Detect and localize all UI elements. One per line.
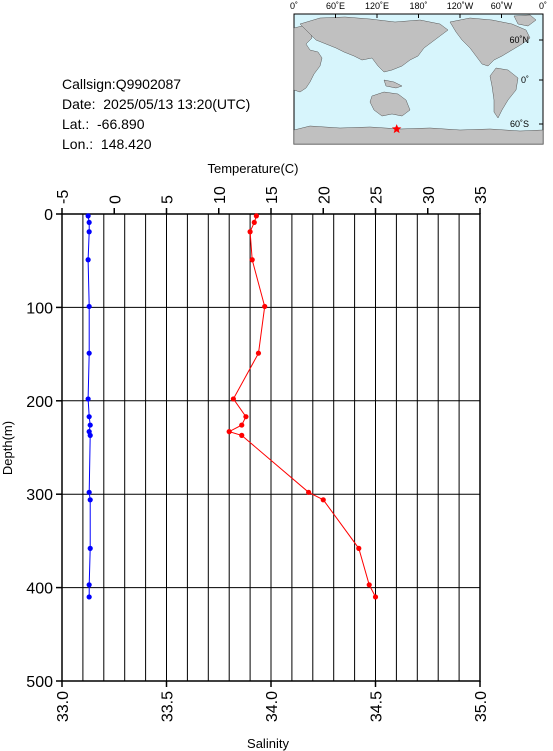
temperature-axis: -5 0 5 10 15 20 25 30 35 bbox=[55, 186, 490, 214]
salinity-tick-label: 34.0 bbox=[264, 691, 281, 722]
salinity-data-point bbox=[247, 229, 253, 235]
temperature-tick-label: -5 bbox=[55, 190, 72, 204]
salinity-data-point bbox=[239, 432, 245, 438]
map-land bbox=[293, 14, 544, 145]
map-longitude-label: 60˚E bbox=[326, 1, 345, 11]
temperature-data-point bbox=[86, 414, 92, 420]
temperature-axis-title: Temperature(C) bbox=[207, 161, 298, 176]
map-longitude-label: 120˚E bbox=[365, 1, 389, 11]
map-right-ticks: 60˚N 0˚ 60˚S bbox=[509, 35, 543, 129]
salinity-data-point bbox=[262, 303, 268, 310]
map-latitude-label: 60˚N bbox=[509, 35, 529, 45]
temperature-data-point bbox=[85, 396, 91, 402]
salinity-tick-label: 33.0 bbox=[55, 691, 72, 722]
salinity-tick-label: 35.0 bbox=[473, 691, 490, 722]
temperature-tick-label: 5 bbox=[160, 195, 177, 204]
map-frame: 0˚ 60˚E 120˚E 180˚ 120˚W 60˚W 0˚ 60˚N 0˚ 60˚S bbox=[290, 1, 547, 145]
salinity-data-point bbox=[251, 219, 257, 226]
salinity-tick-label: 34.5 bbox=[369, 691, 386, 722]
temperature-data-point bbox=[87, 422, 93, 428]
temperature-data-point bbox=[86, 219, 92, 226]
temperature-data-point bbox=[86, 594, 92, 600]
map-longitude-label: 60˚W bbox=[491, 1, 513, 11]
map-marker-layer bbox=[391, 124, 402, 134]
depth-tick-label: 200 bbox=[26, 394, 53, 411]
temperature-tick-label: 30 bbox=[421, 186, 438, 204]
salinity-data-point bbox=[372, 594, 379, 600]
temperature-data-point bbox=[87, 545, 93, 551]
depth-tick-label: 100 bbox=[26, 300, 53, 317]
temperature-tick-label: 35 bbox=[473, 186, 490, 204]
temperature-data-point bbox=[86, 303, 92, 310]
salinity-data-point bbox=[226, 429, 232, 435]
temperature-data-point bbox=[86, 229, 92, 235]
depth-tick-label: 500 bbox=[26, 674, 53, 691]
land-australia bbox=[369, 91, 411, 117]
map-longitude-label: 0˚ bbox=[290, 1, 298, 11]
temperature-data-point bbox=[86, 582, 92, 588]
map-top-ticks: 0˚ 60˚E 120˚E 180˚ 120˚W 60˚W 0˚ bbox=[290, 1, 547, 18]
profile-chart: -5 0 5 10 15 20 25 30 35 33.0 33.5 34.0 34.5 35.0 01… bbox=[0, 161, 490, 751]
temperature-data-point bbox=[86, 350, 92, 356]
salinity-data-point bbox=[306, 489, 312, 495]
salinity-data-point bbox=[249, 257, 255, 263]
temperature-data-point bbox=[85, 213, 91, 219]
map-longitude-label: 180˚ bbox=[409, 1, 427, 11]
temperature-data-point bbox=[87, 432, 93, 438]
land-south-america bbox=[489, 67, 519, 119]
land-antarctica bbox=[293, 125, 544, 145]
map-latitude-label: 0˚ bbox=[521, 75, 529, 85]
temperature-tick-label: 25 bbox=[369, 186, 386, 204]
temperature-data-point bbox=[85, 257, 91, 263]
callsign-text: Callsign:Q9902087 bbox=[62, 76, 182, 92]
salinity-axis: 33.0 33.5 34.0 34.5 35.0 bbox=[55, 681, 490, 722]
salinity-data-point bbox=[239, 422, 245, 428]
series-layer bbox=[85, 213, 379, 600]
temperature-series-line bbox=[87, 215, 91, 597]
land-greenland bbox=[513, 14, 537, 27]
depth-tick-label: 0 bbox=[44, 207, 53, 224]
latitude-text: Lat.: -66.890 bbox=[62, 116, 145, 132]
land-eurasia bbox=[299, 16, 449, 73]
salinity-axis-title: Salinity bbox=[247, 736, 289, 751]
temperature-tick-label: 15 bbox=[264, 186, 281, 204]
salinity-data-point bbox=[243, 414, 249, 420]
map-longitude-label: 0˚ bbox=[539, 1, 547, 11]
depth-axis-title: Depth(m) bbox=[0, 421, 15, 475]
depth-tick-label: 300 bbox=[26, 487, 53, 504]
temperature-tick-label: 20 bbox=[316, 186, 333, 204]
salinity-data-point bbox=[255, 350, 262, 356]
land-north-america bbox=[449, 17, 531, 67]
station-info: Callsign:Q9902087 Date: 2025/05/13 13:20… bbox=[62, 74, 250, 154]
land-indonesia bbox=[383, 79, 403, 89]
depth-tick-label: 400 bbox=[26, 581, 53, 598]
salinity-data-point bbox=[366, 582, 372, 588]
longitude-text: Lon.: 148.420 bbox=[62, 136, 152, 152]
salinity-data-point bbox=[320, 497, 326, 503]
temperature-tick-label: 0 bbox=[107, 195, 124, 204]
map-latitude-label: 60˚S bbox=[510, 119, 529, 129]
temperature-data-point bbox=[86, 489, 92, 495]
map-longitude-label: 120˚W bbox=[447, 1, 474, 11]
salinity-data-point bbox=[253, 213, 259, 219]
salinity-data-point bbox=[356, 545, 362, 551]
temperature-tick-label: 10 bbox=[212, 186, 229, 204]
date-text: Date: 2025/05/13 13:20(UTC) bbox=[62, 96, 251, 112]
star-icon bbox=[391, 124, 402, 134]
depth-axis: 0 100 200 300 400 500 bbox=[26, 207, 62, 691]
salinity-series-line bbox=[227, 215, 376, 598]
grid-lines bbox=[62, 214, 480, 681]
temperature-data-point bbox=[87, 497, 93, 503]
salinity-tick-label: 33.5 bbox=[160, 691, 177, 722]
salinity-data-point bbox=[230, 396, 236, 402]
